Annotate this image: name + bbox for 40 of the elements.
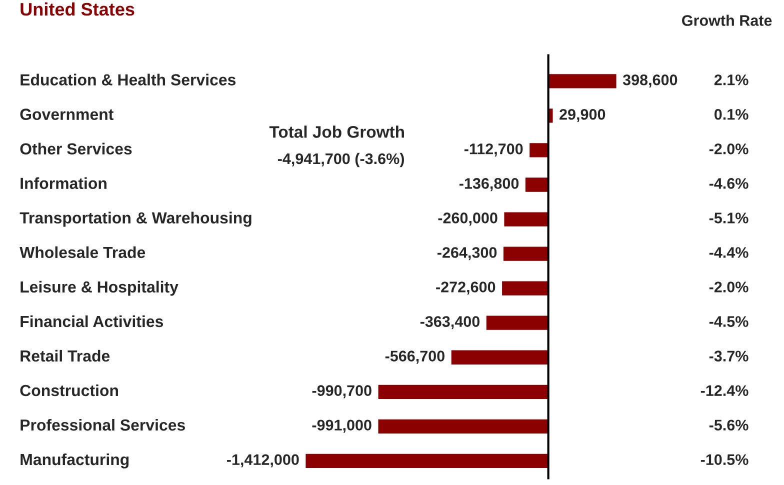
text: United States: [20, 2, 134, 16]
text: -10.5%: [700, 454, 748, 466]
y-tick-label: Manufacturing: [20, 453, 129, 468]
text: -12.4%: [700, 385, 748, 396]
y-tick-label: Professional Services: [20, 418, 185, 431]
text: 0.1%: [714, 108, 748, 120]
annotation: -4,941,700 (-3.6%): [278, 152, 404, 168]
text: -4.4%: [709, 247, 748, 258]
text: -4.5%: [709, 316, 748, 327]
annotation: Total Job Growth: [269, 126, 404, 138]
text: -3.7%: [709, 350, 748, 362]
y-tick-label: Other Services: [20, 142, 132, 155]
text: -2.0%: [709, 282, 748, 292]
y-tick-label: Government: [20, 108, 114, 120]
y-tick-label: Wholesale Trade: [20, 246, 146, 258]
data-label: -264,300: [438, 247, 497, 260]
data-label: -991,000: [312, 420, 372, 433]
text: -5.1%: [709, 212, 748, 224]
data-label: -272,600: [436, 282, 496, 295]
text: 2.1%: [714, 74, 748, 86]
data-label: -112,700: [464, 144, 523, 157]
y-tick-label: Information: [20, 177, 106, 190]
y-tick-label: Construction: [20, 384, 118, 396]
y-tick-label: Education & Health Services: [20, 74, 236, 86]
y-tick-label: Financial Activities: [20, 315, 164, 328]
y-tick-label: Retail Trade: [20, 350, 110, 362]
data-label: -990,700: [312, 385, 372, 398]
text: -5.6%: [709, 420, 748, 431]
data-label: -566,700: [385, 350, 444, 364]
text: -4.6%: [709, 178, 748, 189]
data-label: -260,000: [438, 212, 498, 226]
text: -2.0%: [709, 144, 748, 154]
y-tick-label: Leisure & Hospitality: [20, 280, 178, 296]
data-label: -363,400: [420, 316, 480, 330]
y-tick-label: Transportation & Warehousing: [20, 212, 252, 227]
data-label: -136,800: [459, 178, 519, 192]
data-label: -1,412,000: [226, 454, 299, 468]
data-label: 29,900: [560, 108, 606, 122]
data-label: 398,600: [622, 74, 678, 88]
text: Growth Rate: [682, 14, 772, 26]
